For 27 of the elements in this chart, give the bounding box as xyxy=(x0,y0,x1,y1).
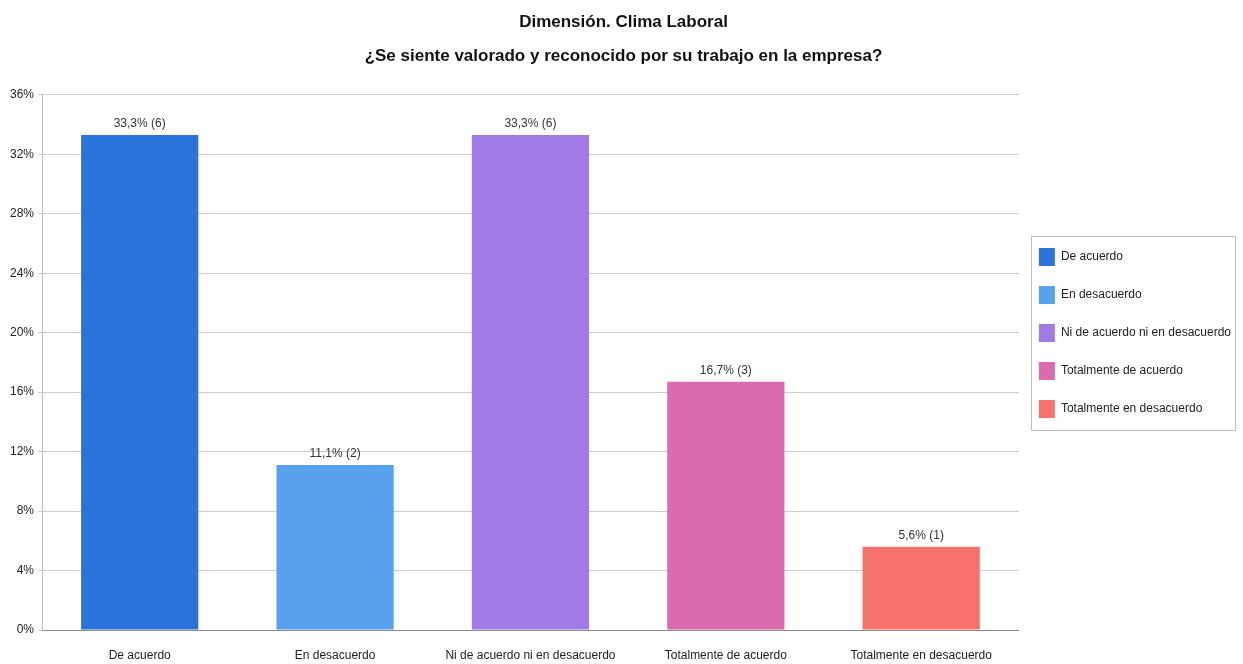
x-tick-label: Totalmente de acuerdo xyxy=(664,647,788,662)
y-tick-label: 8% xyxy=(16,503,35,518)
legend-label: Totalmente de acuerdo xyxy=(1060,363,1184,378)
y-tick-label: 24% xyxy=(9,265,35,280)
data-label: 33,3% (6) xyxy=(504,116,557,131)
chart-title: Dimensión. Clima Laboral xyxy=(519,11,728,31)
x-tick-label: En desacuerdo xyxy=(294,647,376,662)
x-tick-label: De acuerdo xyxy=(108,647,172,662)
legend-label: Totalmente en desacuerdo xyxy=(1060,401,1203,416)
y-tick-label: 0% xyxy=(16,622,35,637)
y-tick-label: 20% xyxy=(9,324,35,339)
chart-subtitle: ¿Se siente valorado y reconocido por su trabajo en la empresa? xyxy=(364,46,883,66)
y-tick-label: 16% xyxy=(9,384,35,399)
x-tick-label: Totalmente en desacuerdo xyxy=(850,647,993,662)
data-label: 11,1% (2) xyxy=(309,446,361,461)
y-tick-label: 36% xyxy=(9,87,35,102)
legend-label: Ni de acuerdo ni en desacuerdo xyxy=(1060,325,1232,340)
y-tick-label: 32% xyxy=(9,146,35,161)
data-label: 5,6% (1) xyxy=(898,528,944,543)
y-tick-label: 28% xyxy=(9,206,35,221)
legend-label: En desacuerdo xyxy=(1060,287,1142,302)
x-tick-label: Ni de acuerdo ni en desacuerdo xyxy=(445,647,616,662)
data-label: 16,7% (3) xyxy=(699,363,752,378)
y-tick-label: 12% xyxy=(9,443,35,458)
y-tick-label: 4% xyxy=(16,562,35,577)
legend-label: De acuerdo xyxy=(1060,249,1124,264)
data-label: 33,3% (6) xyxy=(113,116,166,131)
